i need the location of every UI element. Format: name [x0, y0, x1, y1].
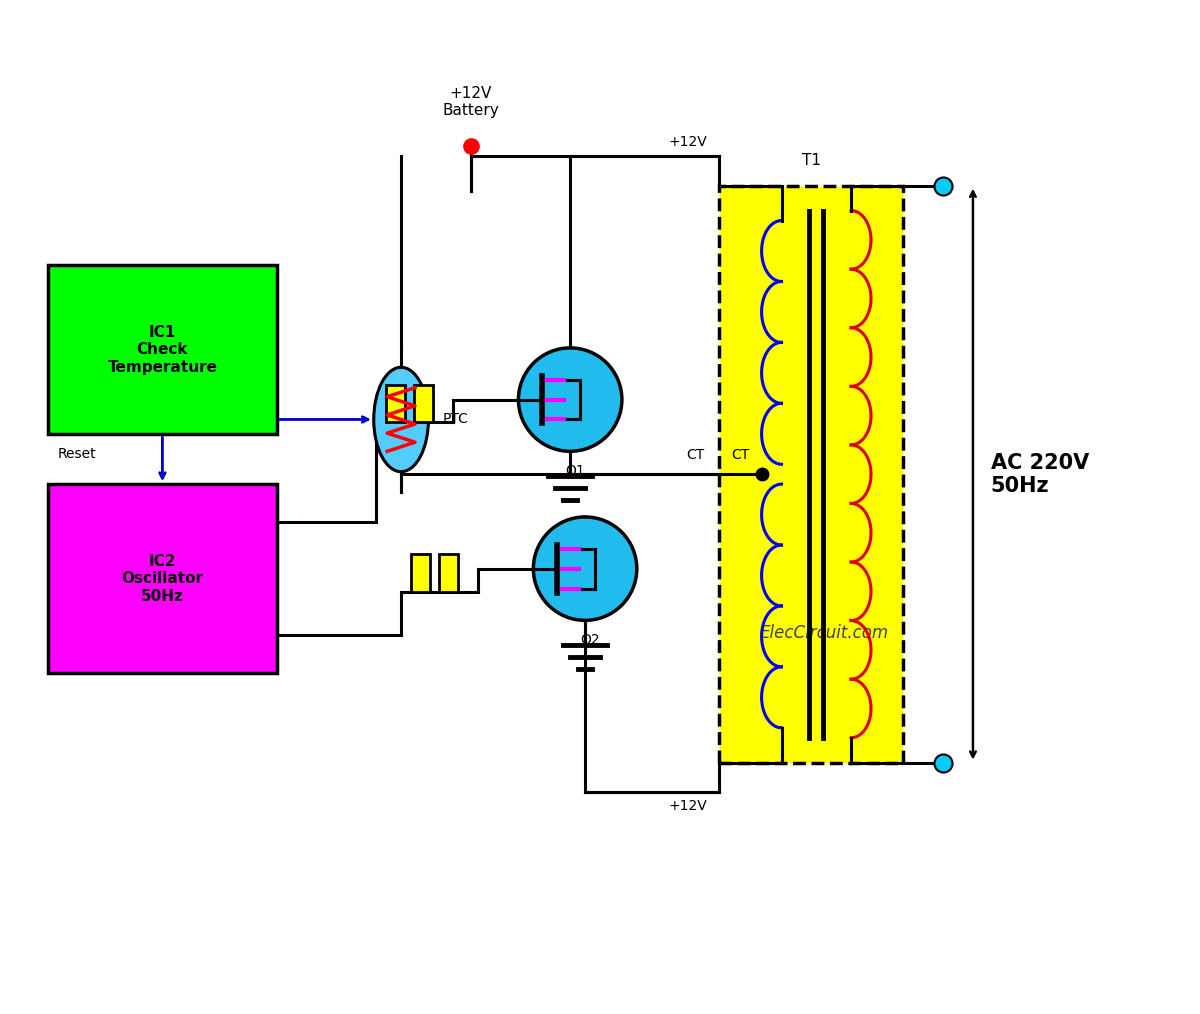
Bar — [719, 186, 904, 763]
Bar — [48, 484, 277, 673]
Text: AC 220V
50Hz: AC 220V 50Hz — [991, 452, 1090, 496]
Text: CT: CT — [731, 448, 750, 462]
Text: +12V
Battery: +12V Battery — [443, 86, 499, 119]
Ellipse shape — [373, 367, 428, 472]
Circle shape — [518, 348, 622, 451]
Text: IC1
Check
Temperature: IC1 Check Temperature — [108, 324, 217, 375]
Bar — [386, 384, 406, 423]
Bar — [439, 554, 457, 591]
Text: T1: T1 — [802, 153, 821, 168]
Bar — [412, 554, 430, 591]
Text: CT: CT — [686, 448, 704, 462]
Bar — [48, 266, 277, 434]
Text: +12V: +12V — [668, 135, 708, 149]
Text: Q1: Q1 — [565, 463, 586, 478]
Text: +12V: +12V — [668, 799, 708, 813]
Text: IC2
Oscillator
50Hz: IC2 Oscillator 50Hz — [121, 554, 204, 603]
Text: Q2: Q2 — [581, 633, 600, 646]
Text: ElecCircuit.com: ElecCircuit.com — [760, 625, 888, 642]
Bar — [414, 384, 433, 423]
Circle shape — [533, 517, 637, 621]
Text: Reset: Reset — [58, 447, 97, 461]
Text: PTC: PTC — [443, 413, 469, 427]
